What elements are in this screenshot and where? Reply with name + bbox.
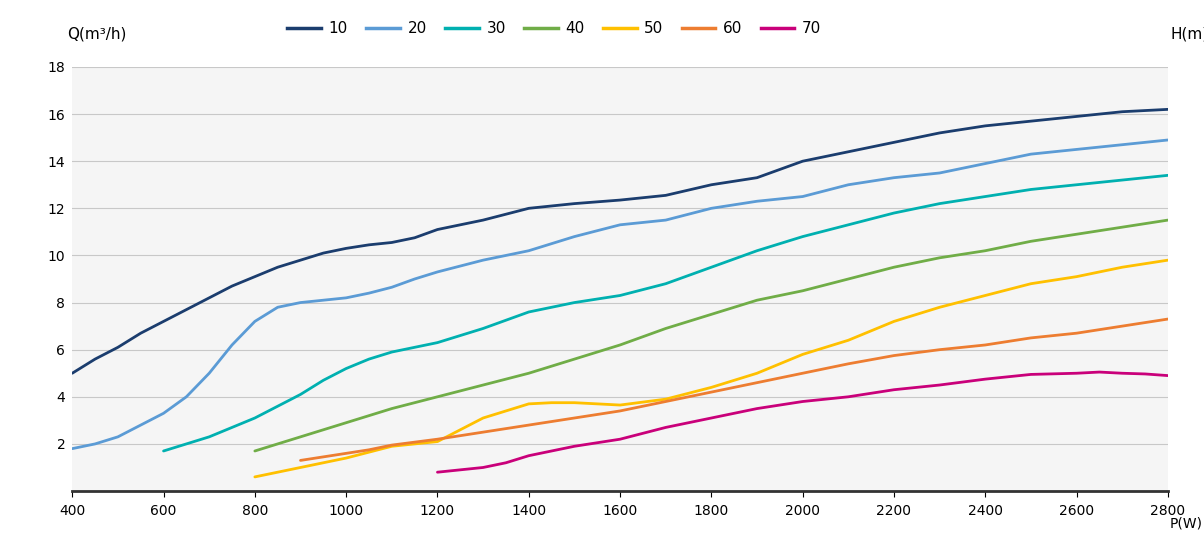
Text: H(m): H(m) [1170,27,1204,41]
Text: Q(m³/h): Q(m³/h) [66,27,126,41]
Legend: 10, 20, 30, 40, 50, 60, 70: 10, 20, 30, 40, 50, 60, 70 [282,15,827,42]
Text: P(W): P(W) [1170,517,1203,531]
